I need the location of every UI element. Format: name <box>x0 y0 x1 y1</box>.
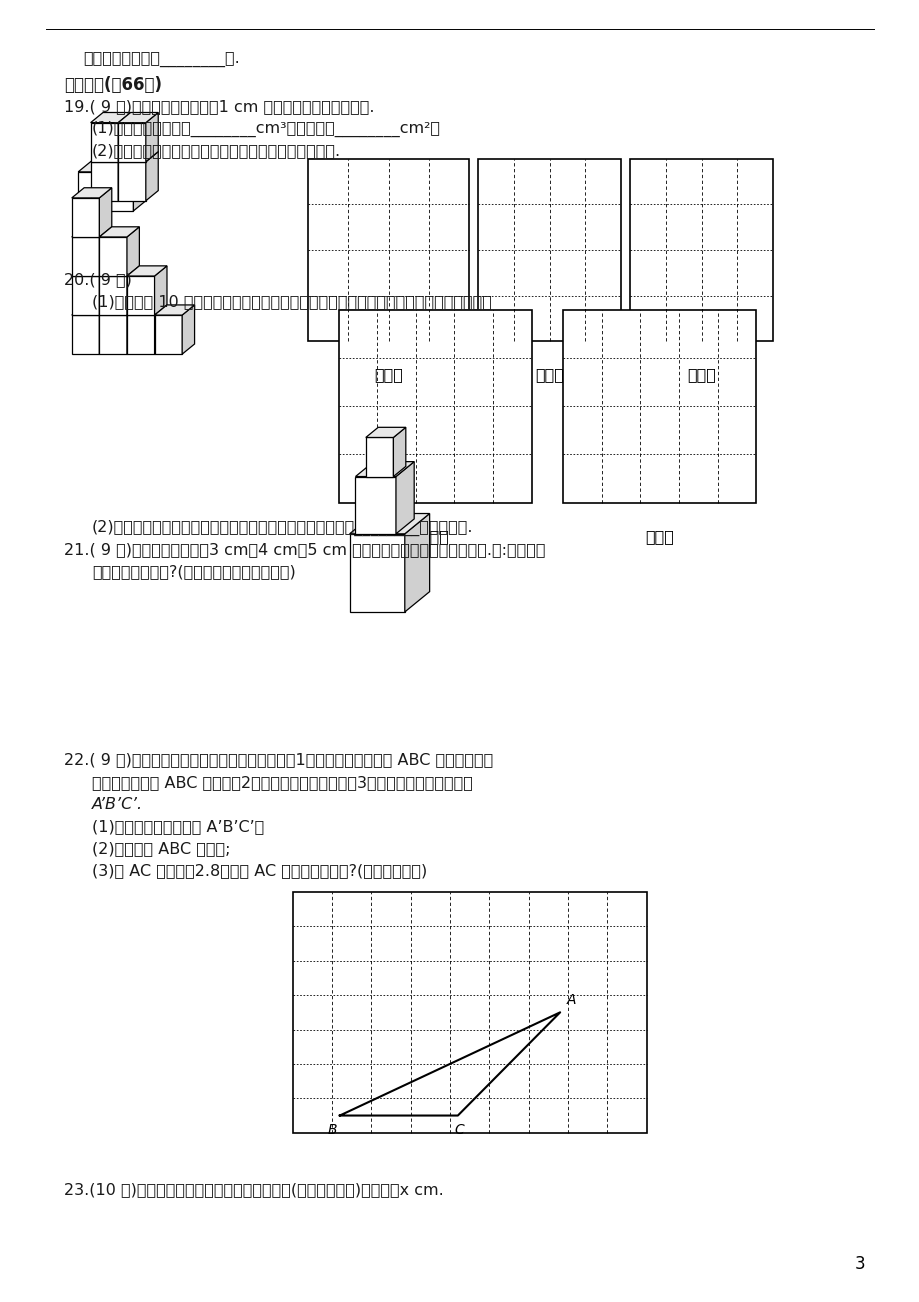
Text: (2)求三角形 ABC 的面积;: (2)求三角形 ABC 的面积; <box>92 841 231 857</box>
Polygon shape <box>118 161 146 201</box>
Polygon shape <box>99 237 127 276</box>
Polygon shape <box>72 198 99 237</box>
Polygon shape <box>72 227 112 237</box>
Text: 主视图: 主视图 <box>420 529 449 544</box>
Polygon shape <box>154 315 182 354</box>
Polygon shape <box>99 315 127 354</box>
Polygon shape <box>99 187 112 237</box>
Text: (2)分别画出从正面、左面、上面看到的立体图形的形状.: (2)分别画出从正面、左面、上面看到的立体图形的形状. <box>92 143 341 159</box>
Bar <box>308 159 469 341</box>
Text: (1)如图是由 10 个同样大小的小正方体搪成的几何体，请分别画出它的主视图和俧视图；: (1)如图是由 10 个同样大小的小正方体搪成的几何体，请分别画出它的主视图和俧… <box>92 294 492 310</box>
Text: 三、解答(八66分): 三、解答(八66分) <box>64 76 163 94</box>
Polygon shape <box>72 237 99 276</box>
Bar <box>562 310 755 503</box>
Polygon shape <box>127 276 154 315</box>
Text: 20.( 9 分): 20.( 9 分) <box>64 272 132 288</box>
Polygon shape <box>393 427 405 477</box>
Text: 点上，将三角形 ABC 向右平移2个单位长度，再向上平移3个单位长度，得到三角形: 点上，将三角形 ABC 向右平移2个单位长度，再向上平移3个单位长度，得到三角形 <box>92 775 472 790</box>
Polygon shape <box>182 305 195 354</box>
Text: 3: 3 <box>854 1255 865 1273</box>
Polygon shape <box>127 227 140 276</box>
Polygon shape <box>355 477 395 534</box>
Polygon shape <box>118 112 130 161</box>
Polygon shape <box>78 172 106 211</box>
Text: A’B’C’.: A’B’C’. <box>92 797 143 812</box>
Polygon shape <box>99 227 112 276</box>
Text: 21.( 9 分)将三个棱长分别为3 cm，4 cm，5 cm 的正方体组合成如图所示的图形.问:其露在外: 21.( 9 分)将三个棱长分别为3 cm，4 cm，5 cm 的正方体组合成如… <box>64 542 545 557</box>
Text: A: A <box>566 993 575 1008</box>
Polygon shape <box>395 462 414 534</box>
Text: 19.( 9 分)如图是由六个棱长为1 cm 的小正方体组成的几何体.: 19.( 9 分)如图是由六个棱长为1 cm 的小正方体组成的几何体. <box>64 99 375 115</box>
Polygon shape <box>355 462 414 477</box>
Text: 22.( 9 分)如图，方格纸中每个小正方形的边长为1个单位长度，三角形 ABC 的顶点都在格: 22.( 9 分)如图，方格纸中每个小正方形的边长为1个单位长度，三角形 ABC… <box>64 753 494 768</box>
Bar <box>478 159 620 341</box>
Bar <box>338 310 531 503</box>
Polygon shape <box>106 172 133 211</box>
Polygon shape <box>118 122 146 161</box>
Polygon shape <box>154 305 195 315</box>
Bar <box>292 892 646 1133</box>
Polygon shape <box>127 305 167 315</box>
Polygon shape <box>90 112 130 122</box>
Polygon shape <box>90 122 118 161</box>
Polygon shape <box>99 305 112 354</box>
Polygon shape <box>72 187 112 198</box>
Polygon shape <box>127 266 167 276</box>
Polygon shape <box>99 305 140 315</box>
Polygon shape <box>78 161 118 172</box>
Bar <box>630 159 772 341</box>
Polygon shape <box>127 305 140 354</box>
Polygon shape <box>133 161 146 211</box>
Polygon shape <box>349 513 429 534</box>
Text: B: B <box>327 1124 336 1138</box>
Polygon shape <box>127 315 154 354</box>
Polygon shape <box>106 161 146 172</box>
Text: 左视图: 左视图 <box>535 367 563 383</box>
Polygon shape <box>118 151 130 201</box>
Polygon shape <box>146 151 158 201</box>
Polygon shape <box>72 276 99 315</box>
Polygon shape <box>154 266 167 315</box>
Text: 俧视图: 俧视图 <box>644 529 674 544</box>
Text: 面的表面积是多少?(整个立体图形摆放在地上): 面的表面积是多少?(整个立体图形摆放在地上) <box>92 564 295 579</box>
Polygon shape <box>99 266 140 276</box>
Polygon shape <box>366 427 405 437</box>
Text: 23.(10 分)如图是一个无盖长方体盒子的展开图(重叠部分不计)，设高为x cm.: 23.(10 分)如图是一个无盖长方体盒子的展开图(重叠部分不计)，设高为x c… <box>64 1182 444 1198</box>
Text: 俧视图: 俧视图 <box>686 367 715 383</box>
Polygon shape <box>146 112 158 161</box>
Polygon shape <box>90 151 130 161</box>
Text: (1)该几何体的体积是________cm³，表面积是________cm²；: (1)该几何体的体积是________cm³，表面积是________cm²； <box>92 121 440 137</box>
Polygon shape <box>404 513 429 612</box>
Polygon shape <box>106 161 118 211</box>
Text: (1)请在图中画出三角形 A’B’C’；: (1)请在图中画出三角形 A’B’C’； <box>92 819 264 835</box>
Text: 主视图: 主视图 <box>374 367 403 383</box>
Polygon shape <box>72 315 99 354</box>
Text: (3)若 AC 的长约为2.8，则边 AC 上的高约为多少?(结果保留分数): (3)若 AC 的长约为2.8，则边 AC 上的高约为多少?(结果保留分数) <box>92 863 426 879</box>
Polygon shape <box>154 305 167 354</box>
Polygon shape <box>99 276 127 315</box>
Polygon shape <box>118 112 158 122</box>
Polygon shape <box>99 227 140 237</box>
Polygon shape <box>99 266 112 315</box>
Text: (2)在主视图和俧视图不变的情况下，你认为最多还可以添加________个小正方体.: (2)在主视图和俧视图不变的情况下，你认为最多还可以添加________个小正方… <box>92 519 473 535</box>
Text: C: C <box>454 1124 464 1138</box>
Polygon shape <box>72 305 112 315</box>
Polygon shape <box>72 266 112 276</box>
Polygon shape <box>366 437 393 477</box>
Polygon shape <box>118 151 158 161</box>
Polygon shape <box>90 161 118 201</box>
Polygon shape <box>349 534 404 612</box>
Polygon shape <box>127 266 140 315</box>
Text: 的小正方体最多为________个.: 的小正方体最多为________个. <box>83 52 239 68</box>
